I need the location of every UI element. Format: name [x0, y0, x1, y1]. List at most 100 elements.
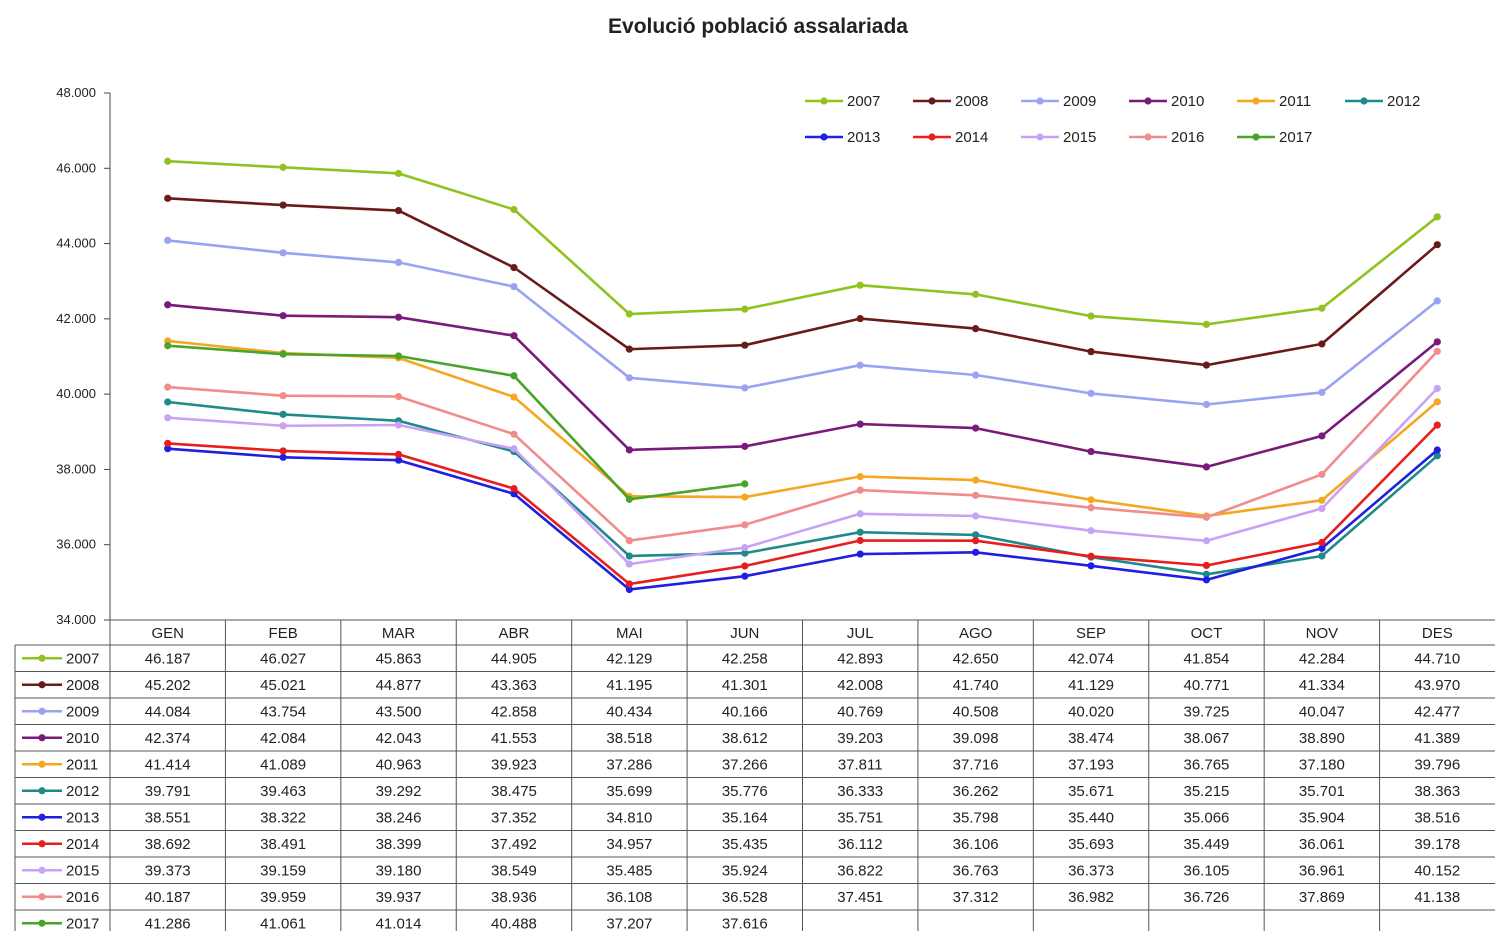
- table-cell: 42.477: [1414, 703, 1460, 720]
- data-point: [510, 263, 518, 272]
- table-cell: 37.451: [837, 889, 883, 906]
- data-point: [741, 549, 749, 557]
- chart-title: Evolució població assalariada: [608, 15, 908, 38]
- legend-label: 2012: [1387, 93, 1420, 110]
- table-cell: 43.363: [491, 677, 537, 694]
- data-point: [164, 157, 172, 165]
- data-point: [1433, 213, 1441, 221]
- table-cell: 36.765: [1184, 756, 1230, 773]
- table-cell: 40.771: [1184, 677, 1230, 694]
- data-point: [394, 456, 403, 464]
- legend-label: 2008: [955, 93, 988, 110]
- series-2017: [164, 342, 749, 503]
- series-line-2015: [167, 387, 1439, 566]
- data-point: [510, 484, 518, 493]
- table-header-gen: GEN: [151, 625, 184, 642]
- data-point: [279, 249, 287, 257]
- table-header-ago: AGO: [959, 625, 992, 642]
- table-cell: 44.710: [1414, 650, 1460, 667]
- legend-entry-2013: 2013: [805, 129, 880, 146]
- table-cell: 38.549: [491, 862, 537, 879]
- data-point: [1318, 538, 1326, 547]
- legend-entry-2008: 2008: [913, 93, 988, 110]
- data-point: [1202, 320, 1211, 328]
- table-cell: 37.716: [953, 756, 999, 773]
- data-point: [1087, 527, 1095, 535]
- table-cell: 38.516: [1414, 809, 1460, 826]
- data-point: [1202, 561, 1211, 570]
- table-cell: 36.373: [1068, 862, 1114, 879]
- table-cell: 35.215: [1184, 783, 1230, 800]
- table-cell: 36.763: [953, 862, 999, 879]
- table-cell: 40.166: [722, 703, 768, 720]
- table-cell: 41.286: [145, 915, 191, 931]
- table-cell: 46.027: [260, 650, 306, 667]
- table-cell: 41.553: [491, 730, 537, 747]
- data-point: [1087, 389, 1095, 397]
- data-point: [164, 342, 172, 350]
- table-row: 2011 41.414 41.089 40.963 39.923 37.286 37.266…: [22, 756, 1460, 773]
- data-point: [1433, 421, 1441, 429]
- data-point: [625, 552, 633, 560]
- table-header-feb: FEB: [269, 625, 298, 642]
- series-line-2007: [167, 159, 1439, 326]
- data-point: [394, 169, 403, 178]
- data-point: [1202, 513, 1211, 521]
- data-point: [856, 528, 864, 536]
- legend-label: 2011: [1279, 93, 1311, 110]
- table-cell: 37.869: [1299, 889, 1345, 906]
- table-cell: 36.961: [1299, 862, 1345, 879]
- y-tick-label: 48.000: [56, 85, 96, 100]
- data-point: [625, 374, 633, 382]
- table-cell: 34.957: [606, 836, 652, 853]
- data-point: [279, 447, 287, 455]
- series-line-2012: [167, 400, 1439, 576]
- table-cell: 35.798: [953, 809, 999, 826]
- data-point: [164, 194, 172, 202]
- table-row-label: 2014: [66, 836, 99, 853]
- data-point: [394, 450, 403, 459]
- table-cell: 39.791: [145, 783, 191, 800]
- table-cell: 42.284: [1299, 650, 1345, 667]
- legend-entry-2016: 2016: [1129, 129, 1204, 146]
- legend: 2007 2008 2009 2010 2011 2012 2013 2014 2015 2016…: [805, 93, 1420, 146]
- table-cell: 36.262: [953, 783, 999, 800]
- data-point: [856, 361, 864, 369]
- table-cell: 37.180: [1299, 756, 1345, 773]
- table-cell: 36.108: [606, 889, 652, 906]
- data-point: [164, 439, 172, 447]
- table-row-label: 2010: [66, 730, 99, 747]
- table-cell: 35.699: [606, 783, 652, 800]
- data-point: [164, 414, 172, 422]
- table-row: 2016 40.187 39.959 39.937 38.936 36.108 36.528…: [22, 889, 1460, 906]
- table-cell: 40.769: [837, 703, 883, 720]
- data-point: [1202, 537, 1211, 545]
- data-point: [856, 486, 864, 494]
- data-point: [1087, 504, 1095, 512]
- table-header-nov: NOV: [1306, 625, 1339, 642]
- table-cell: 37.616: [722, 915, 768, 931]
- table-cell: 35.693: [1068, 836, 1114, 853]
- table-row-label: 2007: [66, 650, 99, 667]
- legend-entry-2007: 2007: [805, 93, 880, 110]
- table-header-des: DES: [1422, 625, 1453, 642]
- table-cell: 40.963: [376, 756, 422, 773]
- data-point: [972, 531, 980, 539]
- table-cell: 36.726: [1184, 889, 1230, 906]
- legend-label: 2015: [1063, 129, 1096, 146]
- table-cell: 44.084: [145, 703, 191, 720]
- data-point: [741, 521, 749, 529]
- series-2014: [164, 421, 1441, 588]
- data-point: [279, 312, 287, 320]
- data-point: [625, 446, 633, 454]
- series-line-2008: [167, 197, 1439, 367]
- series-2010: [164, 301, 1441, 471]
- table-cell: 36.105: [1184, 862, 1230, 879]
- table-cell: 38.551: [145, 809, 191, 826]
- data-point: [741, 305, 749, 313]
- data-point: [625, 537, 633, 545]
- data-point: [279, 350, 287, 358]
- data-point: [1087, 552, 1095, 560]
- table-cell: 35.066: [1184, 809, 1230, 826]
- table-cell: 35.924: [722, 862, 768, 879]
